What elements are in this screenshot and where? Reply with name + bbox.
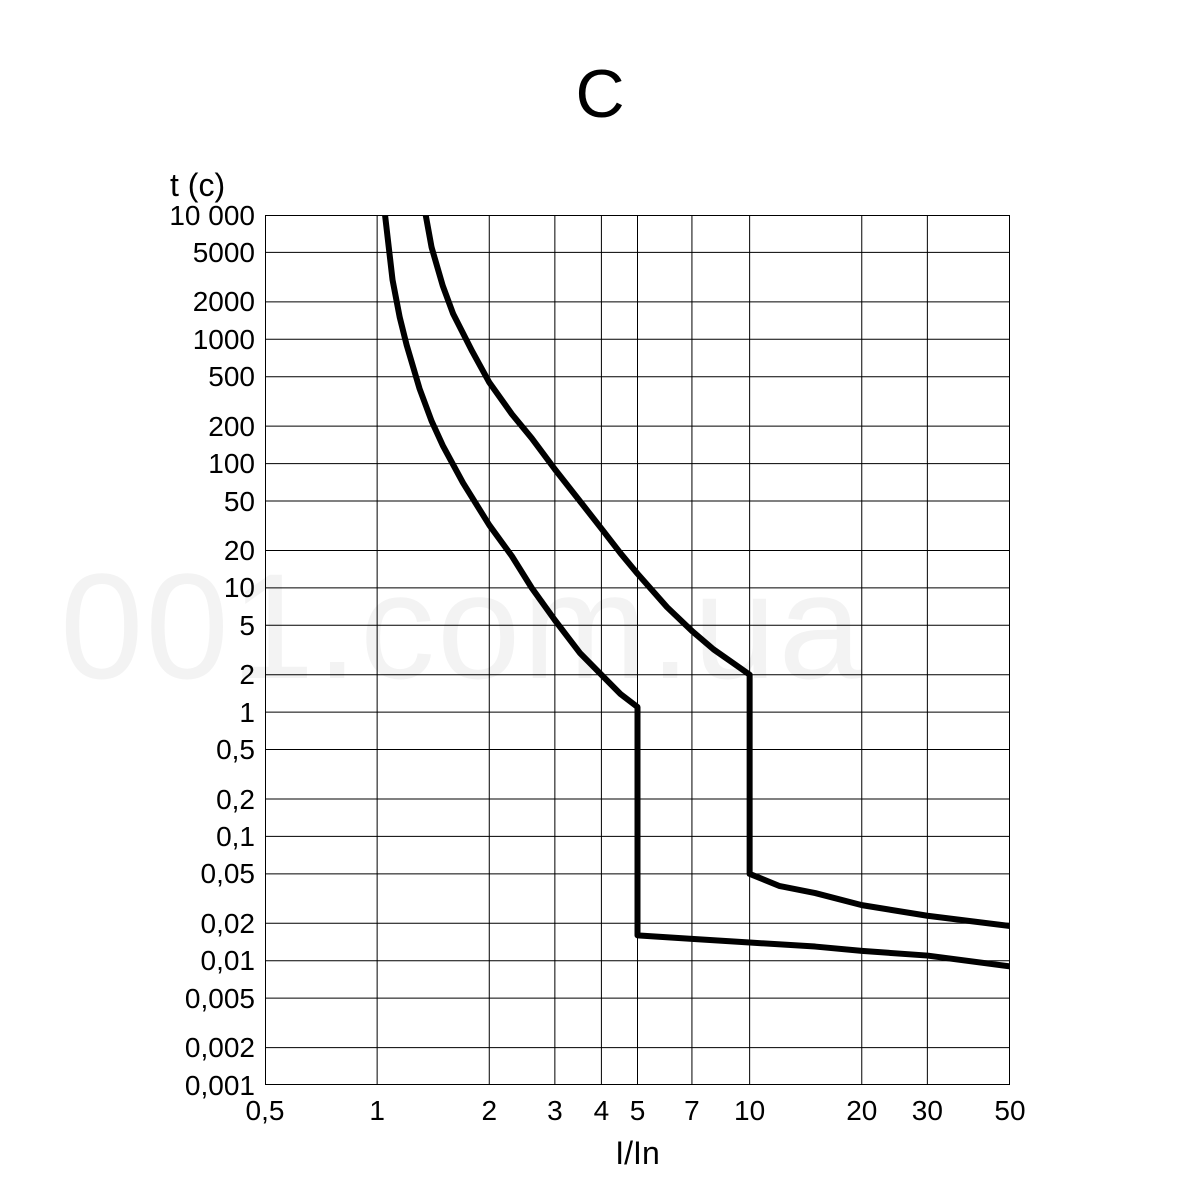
x-tick-label: 5: [608, 1095, 668, 1127]
y-tick-label: 0,01: [125, 945, 255, 977]
y-tick-label: 10: [125, 572, 255, 604]
x-tick-label: 0,5: [235, 1095, 295, 1127]
trip-curve-lower: [385, 215, 1010, 966]
y-tick-label: 5: [125, 610, 255, 642]
y-tick-label: 5000: [125, 237, 255, 269]
x-axis-label: I/In: [578, 1135, 698, 1172]
x-tick-label: 10: [720, 1095, 780, 1127]
y-tick-label: 20: [125, 535, 255, 567]
y-tick-label: 2000: [125, 286, 255, 318]
y-tick-label: 0,05: [125, 858, 255, 890]
y-tick-label: 0,1: [125, 821, 255, 853]
y-axis-label: t (c): [170, 167, 225, 204]
trip-curve-plot: [265, 215, 1010, 1085]
y-tick-label: 1: [125, 697, 255, 729]
y-tick-label: 0,002: [125, 1032, 255, 1064]
x-tick-label: 30: [897, 1095, 957, 1127]
x-tick-label: 1: [347, 1095, 407, 1127]
y-tick-label: 200: [125, 411, 255, 443]
y-tick-label: 1000: [125, 324, 255, 356]
x-tick-label: 20: [832, 1095, 892, 1127]
y-tick-label: 0,5: [125, 734, 255, 766]
chart-title: C: [0, 55, 1200, 133]
x-tick-label: 50: [980, 1095, 1040, 1127]
y-tick-label: 10 000: [125, 200, 255, 232]
y-tick-label: 100: [125, 448, 255, 480]
y-tick-label: 50: [125, 486, 255, 518]
trip-curve-upper: [426, 215, 1010, 926]
y-tick-label: 0,02: [125, 908, 255, 940]
x-tick-label: 7: [662, 1095, 722, 1127]
y-tick-label: 0,2: [125, 784, 255, 816]
y-tick-label: 0,005: [125, 983, 255, 1015]
y-tick-label: 500: [125, 361, 255, 393]
x-tick-label: 2: [459, 1095, 519, 1127]
y-tick-label: 2: [125, 659, 255, 691]
